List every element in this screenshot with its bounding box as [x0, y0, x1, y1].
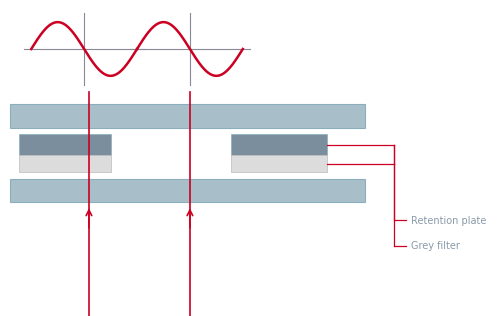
Bar — [10, 104, 366, 128]
Bar — [231, 155, 327, 172]
Bar — [19, 155, 110, 172]
Bar — [10, 179, 366, 202]
Text: Retention plate: Retention plate — [411, 216, 486, 226]
Bar — [19, 134, 110, 155]
Bar — [231, 134, 327, 155]
Text: Grey filter: Grey filter — [411, 241, 460, 252]
